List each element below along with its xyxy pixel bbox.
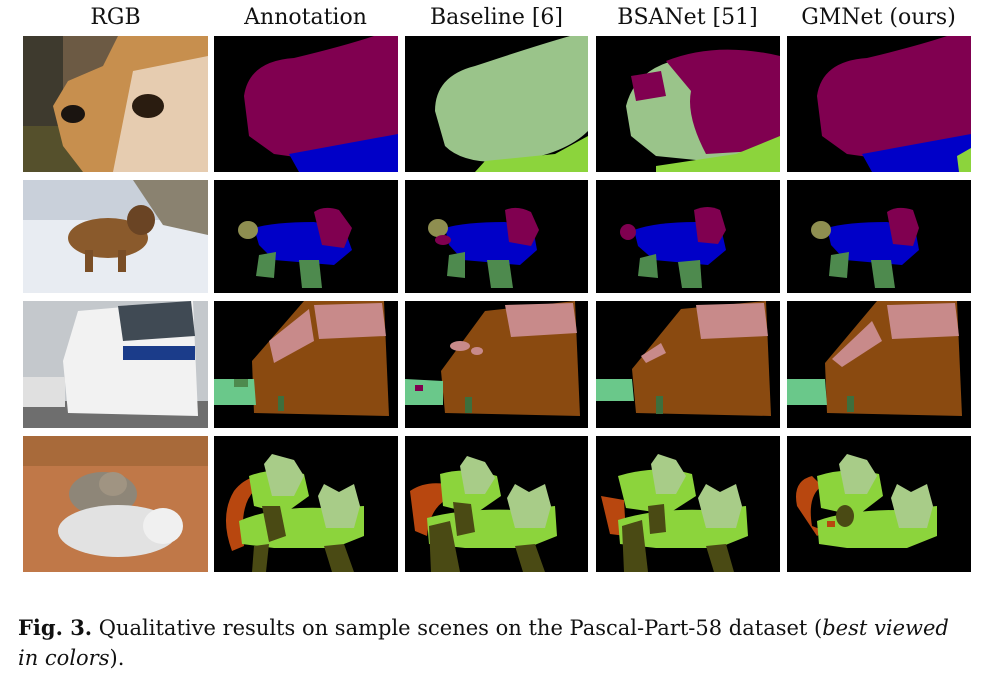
- row1-rgb-image: [23, 36, 208, 172]
- row4-gmnet-mask: [787, 436, 971, 572]
- column-header-baseline: Baseline [6]: [429, 5, 563, 30]
- row3-bsanet-mask: [596, 301, 780, 428]
- row2-baseline-mask: [405, 180, 588, 293]
- figure-caption-label: Fig. 3.: [18, 615, 93, 640]
- row4-annotation-mask: [214, 436, 398, 572]
- row3-baseline-mask: [405, 301, 588, 428]
- row1-bsanet-mask: [596, 36, 780, 172]
- figure-caption: Fig. 3. Qualitative results on sample sc…: [18, 613, 973, 673]
- row2-rgb-image: [23, 180, 208, 293]
- figure-caption-text: Qualitative results on sample scenes on …: [92, 616, 823, 640]
- row4-baseline-mask: [405, 436, 588, 572]
- row3-gmnet-mask: [787, 301, 971, 428]
- row2-bsanet-mask: [596, 180, 780, 293]
- column-header-rgb: RGB: [90, 5, 141, 30]
- row4-rgb-image: [23, 436, 208, 572]
- row4-bsanet-mask: [596, 436, 780, 572]
- row3-annotation-mask: [214, 301, 398, 428]
- row1-annotation-mask: [214, 36, 398, 172]
- column-header-gmnet: GMNet (ours): [801, 5, 956, 30]
- row1-baseline-mask: [405, 36, 588, 172]
- row2-annotation-mask: [214, 180, 398, 293]
- row3-rgb-image: [23, 301, 208, 428]
- row2-gmnet-mask: [787, 180, 971, 293]
- row1-gmnet-mask: [787, 36, 971, 172]
- column-header-annotation: Annotation: [244, 5, 367, 30]
- column-header-bsanet: BSANet [51]: [617, 5, 758, 30]
- figure-caption-end: ).: [109, 646, 125, 670]
- figure-caption-italic: best viewed in colors: [18, 616, 949, 670]
